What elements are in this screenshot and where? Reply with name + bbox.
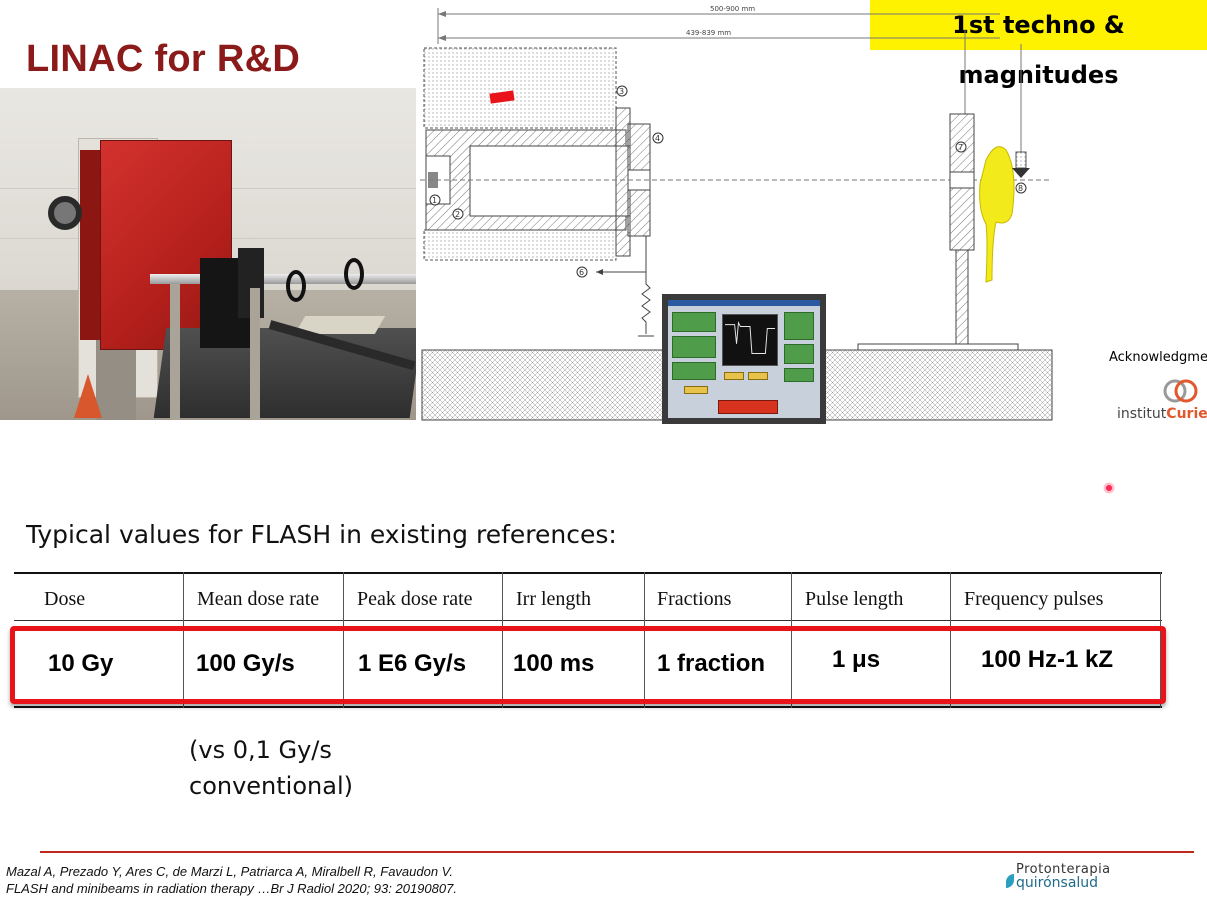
topic-badge: 1st techno & magnitudes: [870, 0, 1207, 89]
quironsalud-mark-icon: [1006, 874, 1014, 888]
typical-values-heading: Typical values for FLASH in existing ref…: [26, 520, 617, 549]
svg-text:6: 6: [579, 268, 584, 277]
control-monitor: [662, 294, 826, 424]
logo-line-2: quirónsalud: [1016, 875, 1099, 891]
svg-text:4: 4: [655, 134, 660, 143]
linac-photo: [0, 88, 416, 420]
value-peak-dose-rate: 1 E6 Gy/s: [358, 650, 467, 677]
acknowledgment-label: Acknowledgment: [1109, 350, 1207, 365]
note-line-1: (vs 0,1 Gy/s: [189, 736, 332, 764]
logo-line-1: Protonterapia: [1016, 862, 1111, 877]
dimension-inner: 439-839 mm: [686, 29, 731, 37]
svg-text:1: 1: [432, 196, 437, 205]
value-frequency-pulses: 100 Hz-1 kZ: [981, 646, 1114, 673]
reference-citation: Mazal A, Prezado Y, Ares C, de Marzi L, …: [6, 863, 457, 897]
value-irr-length: 100 ms: [513, 650, 595, 677]
value-pulse-length: 1 μs: [832, 646, 881, 673]
value-fractions: 1 fraction: [657, 650, 766, 677]
header-irr-length: Irr length: [516, 588, 591, 610]
header-mean-dose-rate: Mean dose rate: [197, 588, 320, 610]
flash-values-table: Dose Mean dose rate Peak dose rate Irr l…: [14, 572, 1162, 708]
conventional-note: (vs 0,1 Gy/s conventional): [189, 732, 353, 804]
header-dose: Dose: [44, 588, 86, 610]
value-dose: 10 Gy: [48, 650, 114, 677]
curie-logo-text: institutCurie: [1117, 406, 1207, 422]
header-peak-dose-rate: Peak dose rate: [357, 588, 473, 610]
svg-text:3: 3: [619, 87, 624, 96]
header-pulse-length: Pulse length: [805, 588, 904, 610]
header-frequency-pulses: Frequency pulses: [964, 588, 1104, 610]
footer-divider: [40, 851, 1194, 853]
svg-text:2: 2: [455, 210, 460, 219]
svg-text:8: 8: [1018, 184, 1023, 193]
slide-title: LINAC for R&D: [26, 38, 301, 80]
laser-pointer-dot: [1103, 482, 1115, 494]
dimension-outer: 500-900 mm: [710, 5, 755, 13]
reference-line-1: Mazal A, Prezado Y, Ares C, de Marzi L, …: [6, 864, 454, 879]
header-fractions: Fractions: [657, 588, 732, 610]
highlight-box: [10, 626, 1166, 704]
note-line-2: conventional): [189, 772, 353, 800]
protonterapia-logo: Protonterapia quirónsalud: [1006, 862, 1111, 891]
value-mean-dose-rate: 100 Gy/s: [196, 650, 295, 677]
curie-logo-icon: [1160, 378, 1202, 404]
reference-line-2: FLASH and minibeams in radiation therapy…: [6, 881, 457, 896]
